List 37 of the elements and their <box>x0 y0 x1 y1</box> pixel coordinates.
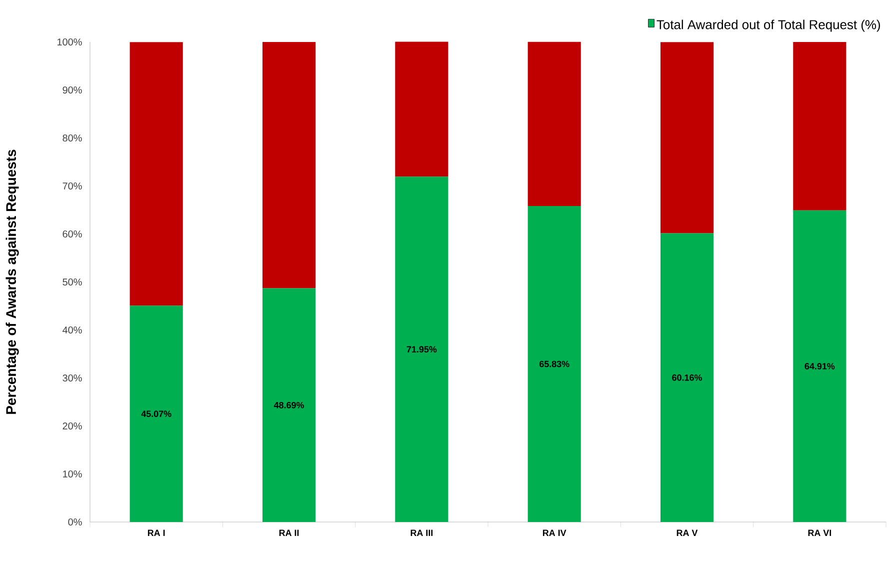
bar <box>262 42 316 288</box>
legend-label: Total Awarded out of Total Request (%) <box>656 20 880 32</box>
bar <box>395 42 448 177</box>
bar <box>660 233 714 522</box>
y-tick-label: 60% <box>62 230 82 238</box>
y-tick-label: 80% <box>62 134 82 142</box>
bar <box>660 42 714 234</box>
bar <box>395 176 448 522</box>
x-tick-label: RA I <box>148 530 165 536</box>
bar <box>130 306 183 522</box>
x-tick-label: RA IV <box>542 530 566 536</box>
y-tick-label: 10% <box>63 470 82 478</box>
x-tick-label: RA III <box>410 530 433 536</box>
data-label: 60.16% <box>672 374 702 381</box>
x-tick-label: RA V <box>676 530 698 536</box>
data-label: 48.69% <box>274 402 304 408</box>
data-label: 64.91% <box>804 363 835 370</box>
bar <box>793 42 846 210</box>
y-tick-label: 70% <box>62 182 82 190</box>
y-tick-label: 20% <box>62 422 82 430</box>
data-label: 45.07% <box>141 410 172 418</box>
data-label: 65.83% <box>539 360 570 368</box>
y-tick-label: 40% <box>62 326 82 334</box>
bar <box>130 42 183 306</box>
data-label: 71.95% <box>406 346 437 352</box>
bar <box>528 206 581 522</box>
y-tick-label: 90% <box>62 86 82 94</box>
bar <box>793 210 846 522</box>
x-tick-label: RA II <box>279 530 299 536</box>
x-tick-label: RA VI <box>808 530 832 536</box>
y-tick-label: 30% <box>62 374 82 382</box>
y-axis-title: Percentage of Awards against Requests <box>6 150 19 414</box>
y-tick-label: 50% <box>62 278 82 286</box>
y-tick-label: 100% <box>58 38 82 46</box>
y-tick-label: 0% <box>68 518 82 526</box>
bar <box>528 42 581 206</box>
bar <box>262 288 316 522</box>
